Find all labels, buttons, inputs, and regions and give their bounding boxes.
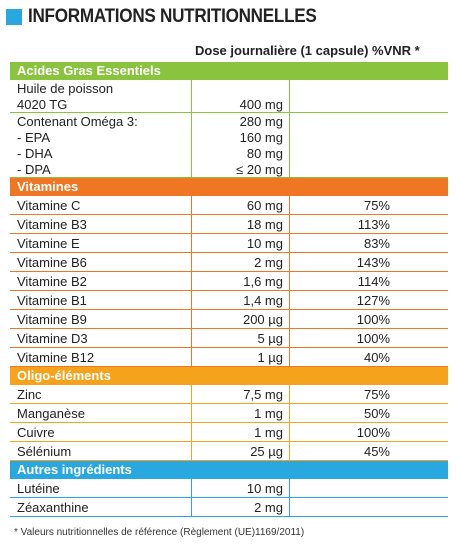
page-header: INFORMATIONS NUTRITIONNELLES	[6, 5, 349, 29]
section-header-vitamines: Vitamines	[10, 178, 448, 196]
table-row: Contenant Oméga 3: 280 mg	[10, 112, 448, 129]
table-row: 4020 TG 400 mg	[10, 96, 448, 112]
row-dose: 60 mg	[192, 196, 290, 214]
row-vnr: 50%	[363, 405, 390, 421]
row-dose: 2 mg	[192, 498, 290, 516]
row-name: Vitamine B3	[10, 215, 192, 233]
table-row: Huile de poisson	[10, 80, 448, 96]
row-dose: 5 µg	[192, 329, 290, 347]
row-vnr: 100%	[356, 311, 390, 327]
title-square-icon	[6, 9, 22, 25]
row-name: 4020 TG	[10, 96, 192, 112]
table-row: Vitamine B1 1,4 mg 127%	[10, 291, 448, 310]
row-dose: 10 mg	[192, 234, 290, 252]
row-dose: 280 mg	[192, 113, 290, 129]
section-oligo: Zinc 7,5 mg 75% Manganèse 1 mg 50% Cuivre 1 m…	[10, 385, 448, 461]
row-name: Sélénium	[10, 442, 192, 460]
row-dose: 1,4 mg	[192, 291, 290, 309]
row-vnr: 100%	[356, 424, 390, 440]
row-vnr: 45%	[363, 443, 390, 459]
table-row: Vitamine B2 1,6 mg 114%	[10, 272, 448, 291]
row-dose: 1 µg	[192, 348, 290, 366]
table-row: Vitamine B6 2 mg 143%	[10, 253, 448, 272]
row-dose: 18 mg	[192, 215, 290, 233]
row-dose: 400 mg	[192, 96, 290, 112]
table-row: - DPA ≤ 20 mg	[10, 161, 448, 177]
row-name: Vitamine B6	[10, 253, 192, 271]
row-name: Lutéine	[10, 479, 192, 497]
section-acides: Huile de poisson 4020 TG 400 mg Contenan…	[10, 80, 448, 178]
row-vnr: 40%	[363, 349, 390, 365]
row-vnr: 100%	[356, 330, 390, 346]
row-name: Vitamine C	[10, 196, 192, 214]
row-name: Huile de poisson	[10, 80, 192, 96]
row-dose: 80 mg	[192, 145, 290, 161]
row-dose: ≤ 20 mg	[192, 161, 290, 177]
row-dose: 1 mg	[192, 423, 290, 441]
row-vnr: 143%	[356, 254, 390, 270]
row-dose: 2 mg	[192, 253, 290, 271]
row-name: Cuivre	[10, 423, 192, 441]
row-name: Contenant Oméga 3:	[10, 113, 192, 129]
footnote: * Valeurs nutritionnelles de référence (…	[14, 527, 305, 538]
table-row: Manganèse 1 mg 50%	[10, 404, 448, 423]
column-header: Dose journalière (1 capsule) %VNR *	[195, 43, 420, 58]
row-dose: 1 mg	[192, 404, 290, 422]
row-name: Zéaxanthine	[10, 498, 192, 516]
section-header-acides: Acides Gras Essentiels	[10, 62, 448, 80]
row-vnr: 113%	[357, 216, 390, 232]
table-row: Vitamine C 60 mg 75%	[10, 196, 448, 215]
table-row: Cuivre 1 mg 100%	[10, 423, 448, 442]
row-vnr: 127%	[356, 292, 390, 308]
row-name: Vitamine B12	[10, 348, 192, 366]
row-dose: 7,5 mg	[192, 385, 290, 403]
table-row: Vitamine D3 5 µg 100%	[10, 329, 448, 348]
row-name: - EPA	[10, 129, 192, 145]
row-dose: 160 mg	[192, 129, 290, 145]
row-name: - DPA	[10, 161, 192, 177]
row-name: Vitamine B9	[10, 310, 192, 328]
row-dose: 200 µg	[192, 310, 290, 328]
table-row: Vitamine E 10 mg 83%	[10, 234, 448, 253]
page-title: INFORMATIONS NUTRITIONNELLES	[28, 6, 317, 27]
table-row: - DHA 80 mg	[10, 145, 448, 161]
row-dose: 25 µg	[192, 442, 290, 460]
table-row: Sélénium 25 µg 45%	[10, 442, 448, 461]
table-row: Vitamine B3 18 mg 113%	[10, 215, 448, 234]
section-header-oligo: Oligo-éléments	[10, 367, 448, 385]
section-header-autres: Autres ingrédients	[10, 461, 448, 479]
row-name: Vitamine B1	[10, 291, 192, 309]
table-row: Zéaxanthine 2 mg	[10, 498, 448, 517]
section-vitamines: Vitamine C 60 mg 75% Vitamine B3 18 mg 113% …	[10, 196, 448, 367]
table-row: Lutéine 10 mg	[10, 479, 448, 498]
row-dose: 10 mg	[192, 479, 290, 497]
section-autres: Lutéine 10 mg Zéaxanthine 2 mg	[10, 479, 448, 517]
table-row: Vitamine B12 1 µg 40%	[10, 348, 448, 367]
table-row: Vitamine B9 200 µg 100%	[10, 310, 448, 329]
row-name: - DHA	[10, 145, 192, 161]
table-row: Zinc 7,5 mg 75%	[10, 385, 448, 404]
row-vnr: 83%	[363, 235, 390, 251]
row-name: Zinc	[10, 385, 192, 403]
row-name: Manganèse	[10, 404, 192, 422]
row-dose: 1,6 mg	[192, 272, 290, 290]
row-name: Vitamine B2	[10, 272, 192, 290]
nutrition-table: Acides Gras Essentiels Huile de poisson …	[10, 62, 448, 517]
table-row: - EPA 160 mg	[10, 129, 448, 145]
row-name: Vitamine D3	[10, 329, 192, 347]
row-vnr: 75%	[363, 197, 390, 213]
row-name: Vitamine E	[10, 234, 192, 252]
row-vnr: 75%	[363, 386, 390, 402]
row-vnr: 114%	[357, 273, 390, 289]
